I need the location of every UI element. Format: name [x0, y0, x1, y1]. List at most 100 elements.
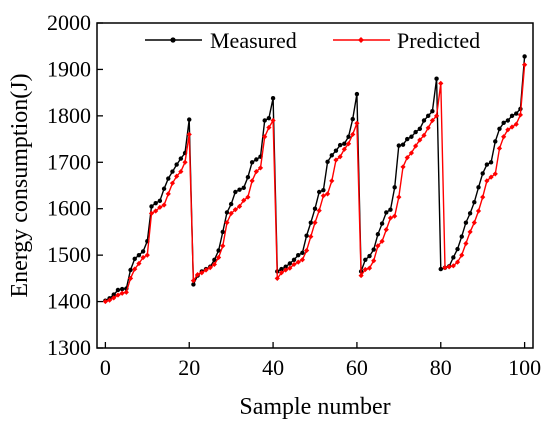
data-point-predicted: [463, 240, 469, 247]
data-point-measured: [316, 189, 322, 195]
data-point-predicted: [387, 215, 394, 221]
data-point-measured: [187, 117, 192, 122]
data-point-measured: [308, 220, 314, 225]
data-point-predicted: [207, 265, 213, 271]
data-point-measured: [514, 111, 519, 116]
data-point-measured: [405, 136, 410, 142]
data-point-predicted: [220, 243, 226, 249]
data-point-predicted: [161, 202, 167, 208]
data-point-predicted: [278, 270, 285, 276]
data-point-measured: [153, 200, 158, 206]
data-point-predicted: [241, 197, 247, 203]
data-point-measured: [304, 233, 309, 238]
data-point-predicted: [169, 180, 176, 186]
data-point-measured: [463, 220, 469, 225]
x-tick-label: 100: [508, 355, 541, 380]
data-point-measured: [291, 257, 297, 262]
data-point-predicted: [421, 132, 427, 138]
data-point-measured: [509, 113, 515, 119]
data-point-predicted: [232, 207, 238, 213]
data-point-measured: [388, 207, 393, 212]
data-point-predicted: [496, 145, 503, 151]
data-point-predicted: [450, 263, 456, 269]
data-point-measured: [434, 76, 439, 81]
data-point-measured: [216, 248, 221, 253]
data-point-measured: [325, 159, 330, 165]
data-point-measured: [161, 186, 167, 191]
y-axis-title: Energy consumption(J): [7, 73, 33, 297]
data-point-predicted: [236, 203, 243, 209]
data-point-predicted: [182, 159, 188, 165]
data-point-predicted: [165, 191, 171, 197]
data-point-measured: [417, 126, 423, 132]
data-point-measured: [409, 134, 414, 139]
data-point-measured: [178, 156, 184, 161]
data-point-measured: [350, 116, 355, 122]
data-point-measured: [128, 267, 133, 273]
plot-lines: [102, 54, 528, 305]
data-point-measured: [212, 257, 217, 262]
data-point-predicted: [379, 238, 385, 244]
data-point-predicted: [174, 173, 180, 179]
data-point-measured: [522, 54, 527, 59]
data-point-predicted: [396, 194, 402, 200]
data-point-measured: [333, 148, 339, 153]
data-point-measured: [472, 200, 477, 205]
data-point-measured: [384, 210, 389, 215]
data-point-predicted: [102, 298, 108, 305]
y-tick-label: 2000: [47, 10, 91, 35]
data-point-measured: [132, 256, 137, 262]
data-point-measured: [501, 120, 506, 126]
data-point-predicted: [400, 164, 406, 170]
data-point-predicted: [115, 292, 121, 298]
data-point-predicted: [475, 208, 482, 214]
data-point-predicted: [446, 264, 452, 270]
x-axis-title: Sample number: [239, 394, 390, 420]
data-point-predicted: [136, 260, 142, 267]
y-tick-label: 1600: [47, 196, 91, 221]
data-point-predicted: [253, 168, 259, 175]
data-point-predicted: [304, 247, 310, 254]
legend: Measured Predicted: [145, 28, 480, 53]
data-point-measured: [367, 253, 372, 259]
y-tick-label: 1700: [47, 149, 91, 174]
data-point-predicted: [132, 266, 138, 272]
data-point-measured: [476, 185, 481, 190]
data-point-predicted: [144, 252, 150, 258]
data-point-measured: [262, 118, 267, 123]
data-point-measured: [425, 113, 431, 119]
data-point-predicted: [257, 165, 264, 171]
data-point-predicted: [106, 297, 113, 303]
data-point-predicted: [299, 257, 306, 263]
data-point-predicted: [509, 124, 515, 130]
data-point-predicted: [375, 243, 381, 249]
data-point-predicted: [333, 157, 339, 163]
data-point-measured: [400, 142, 406, 147]
data-point-measured: [149, 204, 154, 209]
data-point-predicted: [249, 178, 255, 184]
data-point-measured: [237, 187, 242, 192]
data-point-predicted: [517, 112, 524, 118]
data-point-predicted: [362, 266, 368, 273]
x-tick-label: 20: [178, 355, 200, 380]
data-point-measured: [166, 176, 171, 181]
data-point-predicted: [413, 143, 419, 149]
data-point-predicted: [467, 229, 473, 235]
data-point-measured: [459, 234, 464, 239]
data-point-measured: [312, 206, 318, 211]
series-line-predicted: [105, 64, 526, 303]
data-point-predicted: [228, 210, 234, 216]
data-point-predicted: [195, 272, 201, 278]
data-point-predicted: [203, 267, 209, 273]
data-point-predicted: [266, 124, 272, 131]
data-point-measured: [354, 91, 360, 97]
legend-label-measured: Measured: [210, 28, 297, 53]
data-point-predicted: [308, 233, 314, 240]
data-point-predicted: [245, 194, 251, 200]
data-point-measured: [396, 143, 402, 148]
data-point-measured: [413, 129, 418, 135]
data-point-measured: [119, 286, 125, 292]
data-point-measured: [249, 160, 255, 165]
y-tick-label: 1900: [47, 56, 91, 81]
